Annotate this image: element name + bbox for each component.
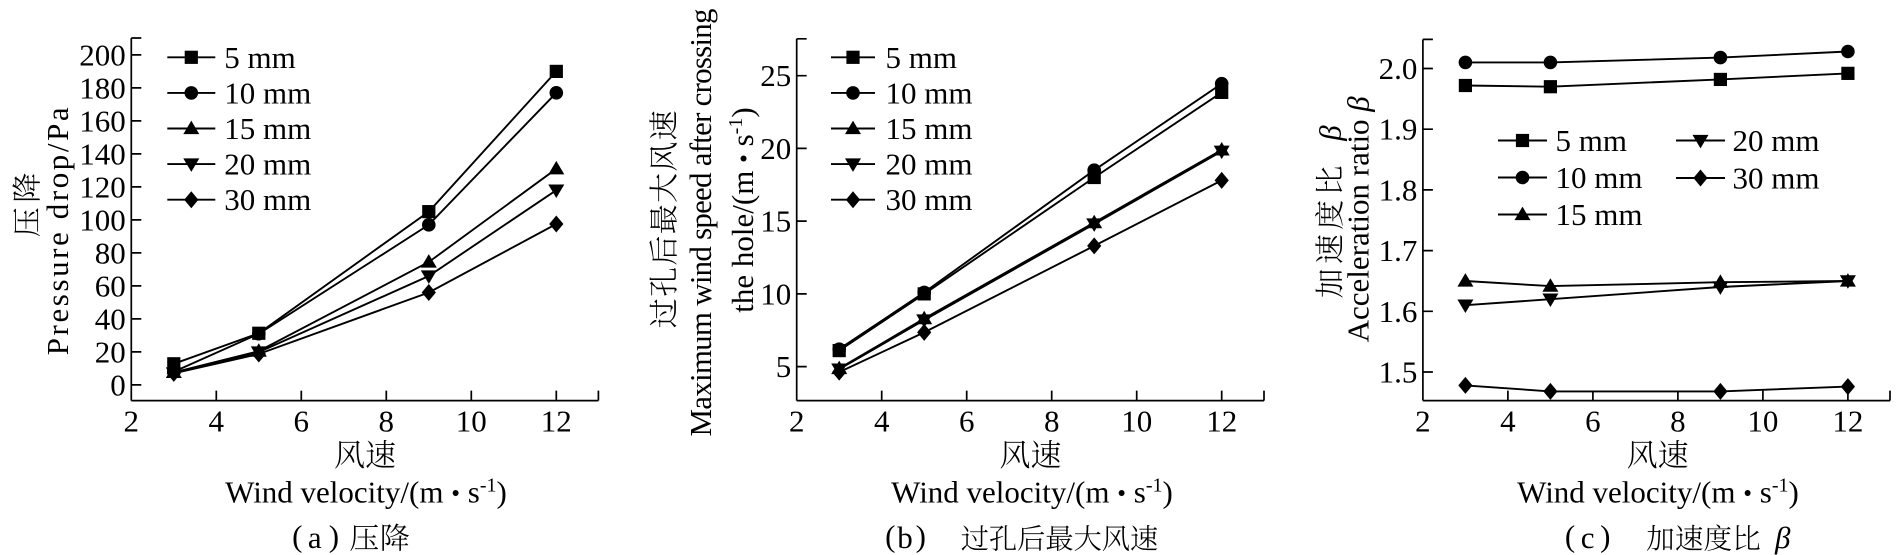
svg-text:200: 200 — [79, 37, 126, 72]
svg-text:160: 160 — [79, 103, 126, 138]
svg-text:180: 180 — [79, 70, 126, 105]
svg-text:4: 4 — [874, 404, 890, 439]
svg-text:10 mm: 10 mm — [886, 75, 973, 110]
svg-text:(: ( — [1565, 519, 1575, 554]
svg-text:a: a — [308, 520, 322, 555]
svg-text:): ) — [329, 519, 339, 554]
svg-text:8: 8 — [379, 404, 395, 439]
svg-text:5 mm: 5 mm — [224, 40, 295, 75]
svg-text:30 mm: 30 mm — [1733, 161, 1820, 196]
svg-text:Acceleration ratio β: Acceleration ratio β — [1341, 96, 1376, 343]
svg-text:5 mm: 5 mm — [1556, 123, 1627, 158]
svg-text:12: 12 — [1832, 404, 1863, 439]
svg-text:Maximum wind speed after cross: Maximum wind speed after crossing — [683, 9, 718, 437]
svg-text:): ) — [1600, 519, 1610, 554]
svg-text:30 mm: 30 mm — [224, 182, 311, 217]
svg-text:20 mm: 20 mm — [224, 147, 311, 182]
svg-text:β: β — [1313, 125, 1348, 142]
svg-text:1.9: 1.9 — [1379, 112, 1418, 147]
svg-text:6: 6 — [294, 404, 310, 439]
svg-text:6: 6 — [959, 404, 975, 439]
svg-text:10 mm: 10 mm — [224, 75, 311, 110]
svg-text:15 mm: 15 mm — [886, 111, 973, 146]
svg-text:2.0: 2.0 — [1379, 51, 1418, 86]
svg-text:40: 40 — [95, 301, 126, 336]
svg-text:20 mm: 20 mm — [1733, 123, 1820, 158]
svg-text:12: 12 — [541, 404, 572, 439]
svg-text:10: 10 — [1747, 404, 1778, 439]
svg-text:10: 10 — [1121, 404, 1152, 439]
svg-text:140: 140 — [79, 136, 126, 171]
svg-text:5: 5 — [776, 349, 792, 384]
svg-text:2: 2 — [1415, 404, 1431, 439]
svg-text:4: 4 — [1500, 404, 1516, 439]
svg-text:0: 0 — [110, 367, 126, 402]
svg-text:60: 60 — [95, 268, 126, 303]
svg-text:β: β — [1774, 520, 1791, 555]
svg-text:Wind velocity/(m • s-1): Wind velocity/(m • s-1) — [891, 474, 1173, 509]
svg-text:20: 20 — [760, 131, 791, 166]
svg-text:c: c — [1581, 520, 1595, 555]
svg-text:8: 8 — [1044, 404, 1060, 439]
svg-text:30 mm: 30 mm — [886, 182, 973, 217]
svg-text:10: 10 — [456, 404, 487, 439]
svg-text:120: 120 — [79, 169, 126, 204]
svg-text:10: 10 — [760, 276, 791, 311]
svg-text:Wind velocity/(m • s-1): Wind velocity/(m • s-1) — [225, 474, 507, 509]
svg-text:1.8: 1.8 — [1379, 172, 1418, 207]
svg-text:1.6: 1.6 — [1379, 294, 1418, 329]
svg-text:25: 25 — [760, 58, 791, 93]
svg-text:10 mm: 10 mm — [1556, 160, 1643, 195]
svg-text:(: ( — [292, 519, 302, 554]
svg-text:20: 20 — [95, 334, 126, 369]
svg-text:80: 80 — [95, 235, 126, 270]
svg-text:b: b — [897, 520, 913, 555]
svg-text:20 mm: 20 mm — [886, 147, 973, 182]
svg-text:1.7: 1.7 — [1379, 233, 1418, 268]
svg-text:5 mm: 5 mm — [886, 40, 957, 75]
svg-text:2: 2 — [789, 404, 805, 439]
svg-text:2: 2 — [124, 404, 140, 439]
svg-text:the hole/(m • s-1): the hole/(m • s-1) — [725, 107, 760, 312]
svg-text:Wind velocity/(m • s-1): Wind velocity/(m • s-1) — [1517, 474, 1799, 509]
svg-text:15 mm: 15 mm — [224, 111, 311, 146]
svg-text:15: 15 — [760, 204, 791, 239]
svg-text:6: 6 — [1585, 404, 1601, 439]
svg-text:(: ( — [885, 519, 895, 554]
svg-text:4: 4 — [209, 404, 225, 439]
svg-text:1.5: 1.5 — [1379, 355, 1418, 390]
svg-text:15 mm: 15 mm — [1556, 197, 1643, 232]
svg-text:12: 12 — [1206, 404, 1237, 439]
svg-text:): ) — [916, 519, 926, 554]
svg-text:100: 100 — [79, 202, 126, 237]
svg-text:8: 8 — [1670, 404, 1686, 439]
